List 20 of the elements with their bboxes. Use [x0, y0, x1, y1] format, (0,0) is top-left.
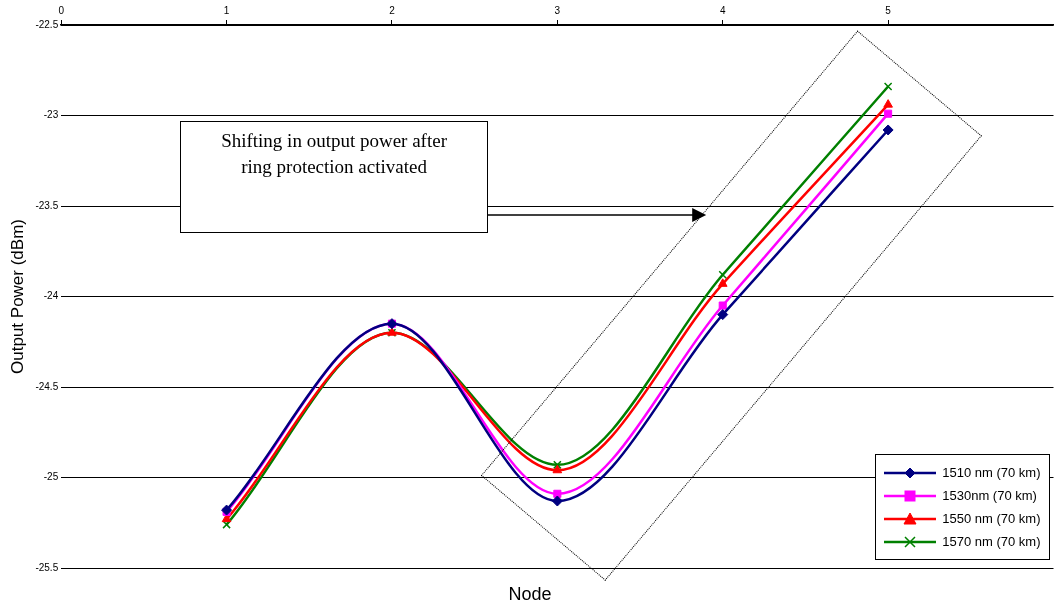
- y-tick-label: -25.5: [35, 561, 59, 573]
- y-tick-label: -24: [43, 290, 59, 302]
- x-tick-label: 0: [58, 4, 65, 16]
- x-tick-label: 5: [885, 4, 892, 16]
- y-tick-label: -22.5: [35, 18, 59, 30]
- x-tick-label: 1: [223, 4, 230, 16]
- y-tick-label: -25: [43, 471, 59, 483]
- y-tick-label: -23.5: [35, 199, 59, 211]
- legend-label: 1550 nm (70 km): [942, 511, 1041, 526]
- x-axis-title: Node: [507, 584, 553, 605]
- y-axis-title: Output Power (dBm): [7, 219, 27, 374]
- legend-label: 1510 nm (70 km): [942, 465, 1041, 480]
- x-tick-label: 2: [389, 4, 396, 16]
- y-tick-label: -24.5: [35, 380, 59, 392]
- legend-label: 1530nm (70 km): [942, 488, 1037, 503]
- y-tick-label: -23: [43, 109, 59, 121]
- text-box: Shifting in output power after ring protection activated: [180, 120, 488, 234]
- x-tick-label: 3: [554, 4, 561, 16]
- legend-label: 1570 nm (70 km): [942, 534, 1041, 549]
- x-tick-label: 4: [719, 4, 726, 16]
